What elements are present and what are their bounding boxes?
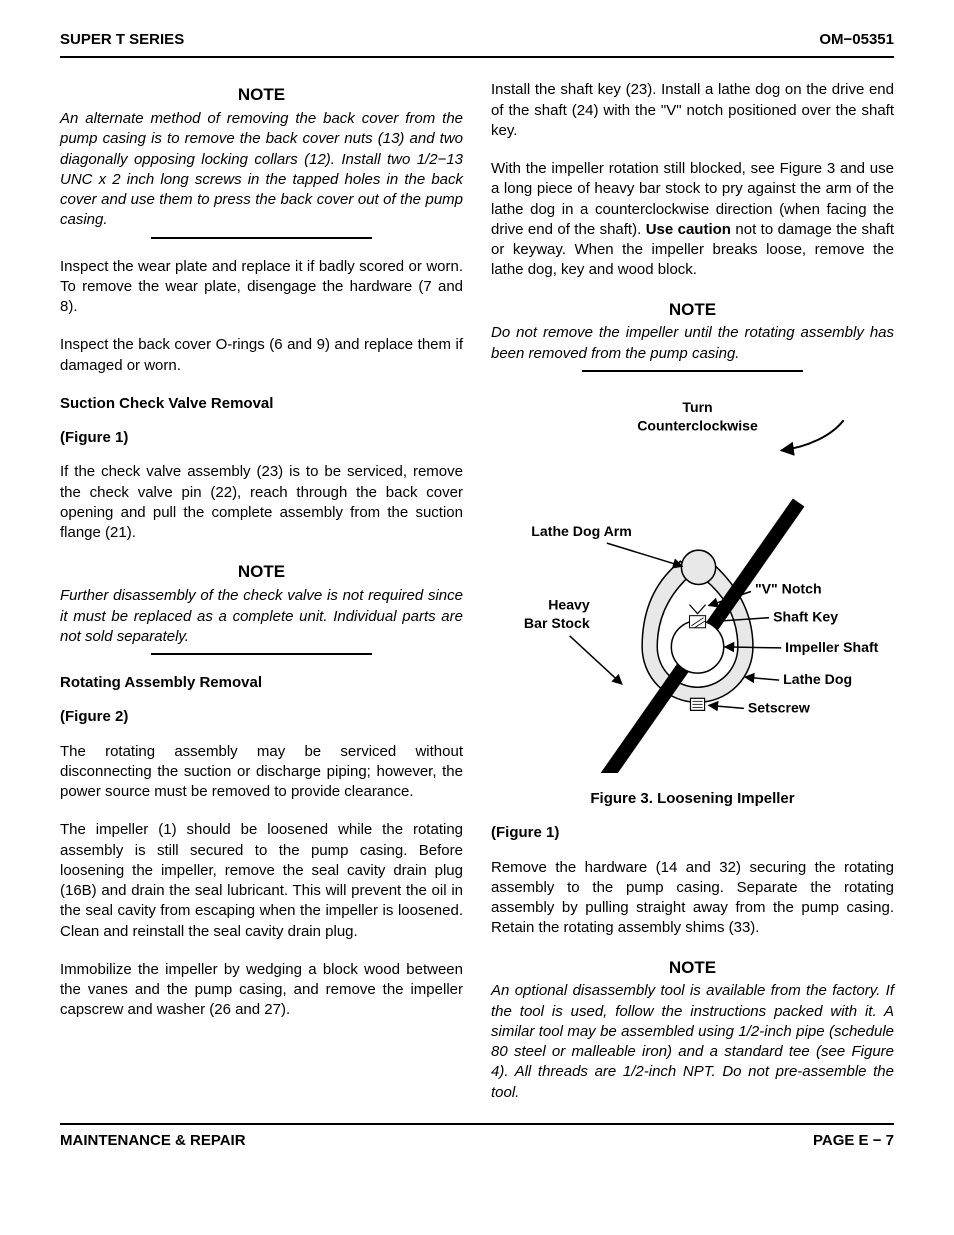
note-body: Further disassembly of the check valve i… — [60, 586, 463, 647]
body-paragraph: Remove the hardware (14 and 32) securing… — [491, 858, 894, 939]
body-paragraph: Install the shaft key (23). Install a la… — [491, 80, 894, 141]
figure-reference: (Figure 2) — [60, 707, 463, 727]
label-heavy-2: Bar Stock — [524, 615, 590, 631]
lathe-dog-arm-knob — [681, 550, 715, 584]
note-rule — [151, 653, 373, 655]
label-shaft-key: Shaft Key — [773, 609, 838, 625]
body-paragraph: Inspect the wear plate and replace it if… — [60, 257, 463, 318]
header-right: OM−05351 — [819, 30, 894, 50]
page-header: SUPER T SERIES OM−05351 — [60, 30, 894, 58]
label-turn-2: Counterclockwise — [637, 417, 758, 433]
label-turn-1: Turn — [682, 399, 712, 415]
body-paragraph: Immobilize the impeller by wedging a blo… — [60, 960, 463, 1021]
header-left: SUPER T SERIES — [60, 30, 184, 50]
note-title: NOTE — [60, 561, 463, 584]
note-title: NOTE — [491, 299, 894, 322]
note-body: Do not remove the impeller until the rot… — [491, 323, 894, 364]
label-v-notch: "V" Notch — [755, 580, 822, 596]
impeller-shaft-circle — [671, 621, 723, 673]
body-paragraph: The impeller (1) should be loosened whil… — [60, 820, 463, 942]
label-heavy-1: Heavy — [548, 597, 590, 613]
note-block-2: NOTE Further disassembly of the check va… — [60, 561, 463, 655]
note-body: An alternate method of removing the back… — [60, 109, 463, 231]
figure-3-svg: Turn Counterclockwise — [491, 390, 894, 773]
label-impeller-shaft: Impeller Shaft — [785, 639, 879, 655]
content-columns: NOTE An alternate method of removing the… — [60, 80, 894, 1103]
subheading-rotating: Rotating Assembly Removal — [60, 673, 463, 693]
note-block-1: NOTE An alternate method of removing the… — [60, 84, 463, 238]
note-block-3: NOTE Do not remove the impeller until th… — [491, 299, 894, 372]
figure-3: Turn Counterclockwise — [491, 390, 894, 809]
note-title: NOTE — [60, 84, 463, 107]
body-paragraph: If the check valve assembly (23) is to b… — [60, 462, 463, 543]
figure-caption: Figure 3. Loosening Impeller — [491, 789, 894, 809]
body-paragraph: With the impeller rotation still blocked… — [491, 159, 894, 281]
figure-reference: (Figure 1) — [60, 428, 463, 448]
label-lathe-dog-arm: Lathe Dog Arm — [531, 523, 632, 539]
label-lathe-dog: Lathe Dog — [783, 671, 852, 687]
note-title: NOTE — [491, 957, 894, 980]
body-paragraph: The rotating assembly may be serviced wi… — [60, 742, 463, 803]
footer-left: MAINTENANCE & REPAIR — [60, 1131, 246, 1151]
note-rule — [151, 237, 373, 239]
v-notch-shape — [689, 605, 705, 614]
note-rule — [582, 370, 804, 372]
note-block-4: NOTE An optional disassembly tool is ava… — [491, 957, 894, 1103]
page-footer: MAINTENANCE & REPAIR PAGE E − 7 — [60, 1123, 894, 1151]
figure-reference: (Figure 1) — [491, 823, 894, 843]
body-bold: Use caution — [646, 221, 731, 238]
note-body: An optional disassembly tool is availabl… — [491, 981, 894, 1103]
footer-right: PAGE E − 7 — [813, 1131, 894, 1151]
body-paragraph: Inspect the back cover O-rings (6 and 9)… — [60, 335, 463, 376]
label-setscrew: Setscrew — [748, 699, 810, 715]
subheading-suction: Suction Check Valve Removal — [60, 394, 463, 414]
